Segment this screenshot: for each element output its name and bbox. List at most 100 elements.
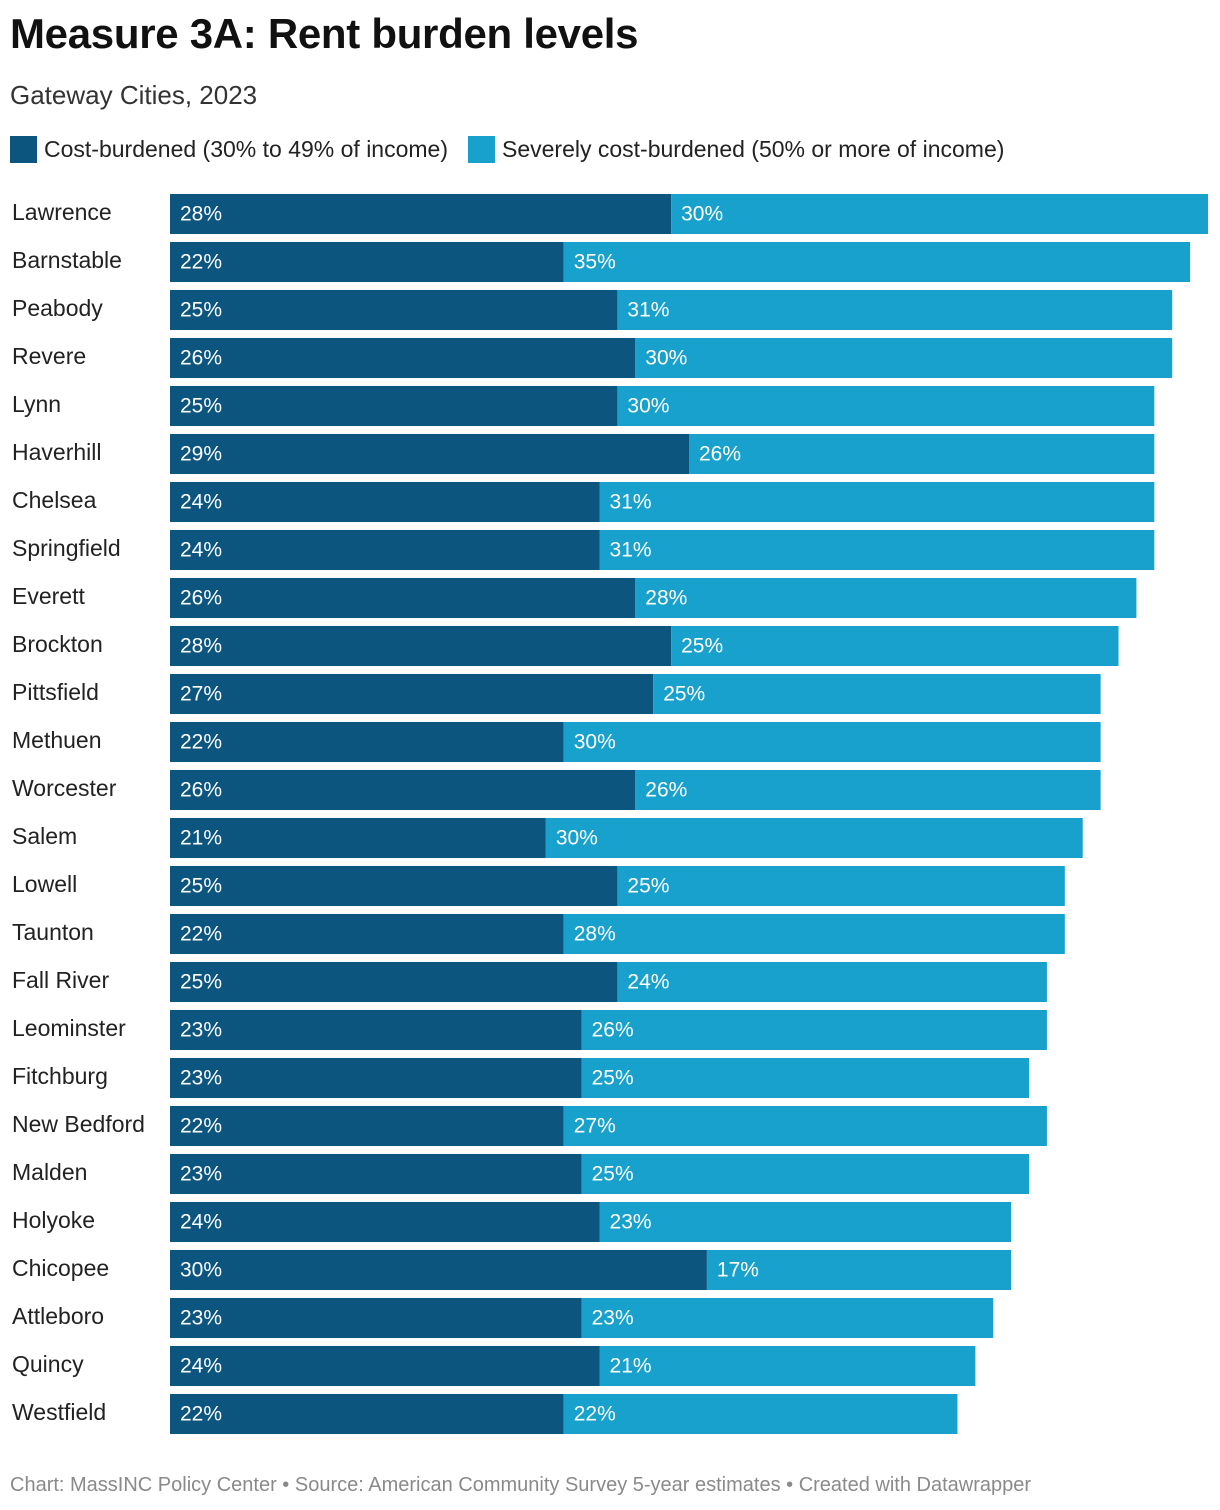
data-label-lowell-series-1: 25% [180,875,222,898]
bar-everett-series-1 [170,578,636,618]
data-label-pittsfield-series-1: 27% [180,683,222,706]
data-label-chicopee-series-1: 30% [180,1259,222,1282]
bar-chicopee-series-2 [706,1250,1012,1290]
bar-barnstable-series-2 [563,242,1191,282]
data-label-fitchburg-series-1: 23% [180,1067,222,1090]
data-label-chelsea-series-1: 24% [180,491,222,514]
bar-barnstable-series-1 [170,242,564,282]
category-label-everett: Everett [12,583,85,609]
bar-malden-series-2 [581,1154,1030,1194]
category-label-taunton: Taunton [12,919,94,945]
data-label-fall-river-series-1: 25% [180,971,222,994]
category-label-salem: Salem [12,823,77,849]
bar-worcester-series-1 [170,770,636,810]
data-label-brockton-series-1: 28% [180,635,222,658]
bar-revere-series-1 [170,338,636,378]
bar-haverhill-series-2 [689,434,1155,474]
data-label-barnstable-series-1: 22% [180,251,222,274]
bar-everett-series-2 [635,578,1137,618]
data-label-lynn-series-2: 30% [627,395,669,418]
data-label-attleboro-series-2: 23% [592,1307,634,1330]
category-label-pittsfield: Pittsfield [12,679,99,705]
bar-brockton-series-1 [170,626,672,666]
bar-methuen-series-2 [563,722,1101,762]
bar-holyoke-series-2 [599,1202,1012,1242]
bar-fall-river-series-2 [617,962,1047,1002]
bar-salem-series-1 [170,818,546,858]
data-label-westfield-series-1: 22% [180,1403,222,1426]
data-label-malden-series-1: 23% [180,1163,222,1186]
bar-peabody-series-2 [617,290,1173,330]
bar-lowell-series-1 [170,866,618,906]
bar-salem-series-2 [545,818,1083,858]
category-label-springfield: Springfield [12,535,121,561]
data-label-methuen-series-1: 22% [180,731,222,754]
category-label-lynn: Lynn [12,391,61,417]
data-label-haverhill-series-1: 29% [180,443,222,466]
bar-new-bedford-series-1 [170,1106,564,1146]
stacked-bar-chart: Lawrence 28% 30% Barnstable 22% 35% Peabody 25%… [12,194,1208,1434]
category-label-revere: Revere [12,343,86,369]
data-label-everett-series-2: 28% [645,587,687,610]
data-label-fitchburg-series-2: 25% [592,1067,634,1090]
data-label-chelsea-series-2: 31% [610,491,652,514]
category-label-fall-river: Fall River [12,967,109,993]
bar-westfield-series-2 [563,1394,958,1434]
category-label-quincy: Quincy [12,1351,84,1377]
data-label-salem-series-1: 21% [180,827,222,850]
bar-brockton-series-2 [671,626,1119,666]
chart-subtitle: Gateway Cities, 2023 [10,80,258,110]
bar-springfield-series-2 [599,530,1155,570]
data-label-worcester-series-1: 26% [180,779,222,802]
bar-fitchburg-series-1 [170,1058,582,1098]
bar-peabody-series-1 [170,290,618,330]
category-label-lawrence: Lawrence [12,199,112,225]
data-label-taunton-series-2: 28% [574,923,616,946]
data-label-westfield-series-2: 22% [574,1403,616,1426]
legend: Cost-burdened (30% to 49% of income) Sev… [10,136,1024,163]
bar-leominster-series-1 [170,1010,582,1050]
category-label-new-bedford: New Bedford [12,1111,145,1137]
data-label-lynn-series-1: 25% [180,395,222,418]
bar-fitchburg-series-2 [581,1058,1030,1098]
legend-label-cost-burdened: Cost-burdened (30% to 49% of income) [44,136,448,162]
category-label-chelsea: Chelsea [12,487,97,513]
legend-item-severely-cost-burdened: Severely cost-burdened (50% or more of i… [468,136,1004,163]
bar-malden-series-1 [170,1154,582,1194]
bar-chelsea-series-1 [170,482,600,522]
data-label-revere-series-2: 30% [645,347,687,370]
data-label-lowell-series-2: 25% [627,875,669,898]
category-label-brockton: Brockton [12,631,103,657]
data-label-quincy-series-1: 24% [180,1355,222,1378]
bar-lynn-series-1 [170,386,618,426]
data-label-peabody-series-2: 31% [627,299,669,322]
legend-swatch-cost-burdened [10,136,37,163]
bar-lawrence-series-1 [170,194,672,234]
bar-attleboro-series-1 [170,1298,582,1338]
bar-lynn-series-2 [617,386,1155,426]
bar-methuen-series-1 [170,722,564,762]
category-label-chicopee: Chicopee [12,1255,109,1281]
data-label-attleboro-series-1: 23% [180,1307,222,1330]
bar-worcester-series-2 [635,770,1101,810]
data-label-salem-series-2: 30% [556,827,598,850]
bar-taunton-series-2 [563,914,1065,954]
data-label-barnstable-series-2: 35% [574,251,616,274]
bar-chelsea-series-2 [599,482,1155,522]
bar-haverhill-series-1 [170,434,689,474]
bar-pittsfield-series-2 [653,674,1101,714]
category-label-barnstable: Barnstable [12,247,122,273]
data-label-holyoke-series-1: 24% [180,1211,222,1234]
bar-leominster-series-2 [581,1010,1047,1050]
bar-revere-series-2 [635,338,1173,378]
category-label-holyoke: Holyoke [12,1207,95,1233]
data-label-new-bedford-series-2: 27% [574,1115,616,1138]
data-label-holyoke-series-2: 23% [610,1211,652,1234]
category-label-leominster: Leominster [12,1015,126,1041]
bar-fall-river-series-1 [170,962,618,1002]
data-label-chicopee-series-2: 17% [717,1259,759,1282]
bar-chicopee-series-1 [170,1250,707,1290]
data-label-quincy-series-2: 21% [610,1355,652,1378]
data-label-methuen-series-2: 30% [574,731,616,754]
data-label-revere-series-1: 26% [180,347,222,370]
